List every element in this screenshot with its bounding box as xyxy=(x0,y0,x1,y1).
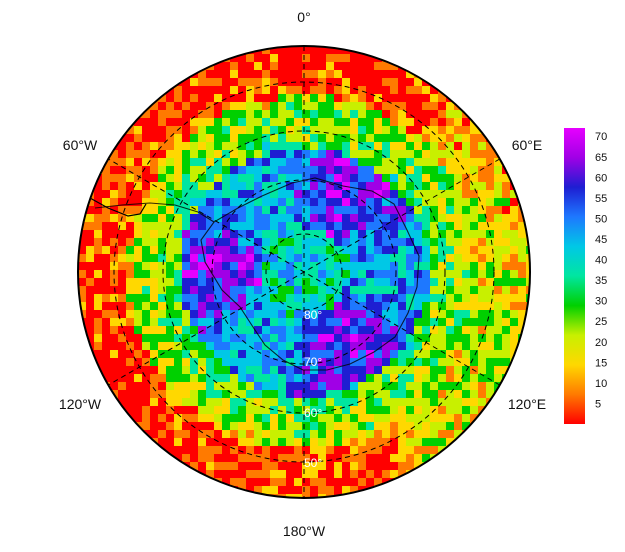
longitude-label-60e: 60°E xyxy=(512,137,543,153)
colorbar-tick-label: 60 xyxy=(595,172,607,184)
colorbar-tick-label: 55 xyxy=(595,193,607,205)
latitude-label-60: 60° xyxy=(304,406,322,420)
colorbar-tick-label: 30 xyxy=(595,296,607,308)
colorbar-tick-label: 50 xyxy=(595,213,607,225)
colorbar-tick-label: 40 xyxy=(595,255,607,267)
colorbar-tick-label: 10 xyxy=(595,378,607,390)
latitude-circle-80 xyxy=(265,233,343,311)
colorbar-tick-label: 25 xyxy=(595,316,607,328)
colorbar-tick-label: 65 xyxy=(595,152,607,164)
colorbar-ticks: 70 65 60 55 50 45 40 35 30 25 20 15 10 5 xyxy=(595,131,607,410)
latitude-label-70: 70° xyxy=(304,355,322,369)
latitude-label-80: 80° xyxy=(304,308,322,322)
longitude-label-0: 0° xyxy=(297,9,310,25)
colorbar-tick-label: 45 xyxy=(595,234,607,246)
latitude-circle-60 xyxy=(162,130,446,414)
longitude-label-120e: 120°E xyxy=(508,396,546,412)
colorbar-tick-label: 15 xyxy=(595,357,607,369)
colorbar-gradient xyxy=(564,128,585,424)
graticule xyxy=(108,46,500,498)
latitude-label-50: 50° xyxy=(304,456,322,470)
antarctica-coastline xyxy=(200,177,420,371)
longitude-label-120w: 120°W xyxy=(59,396,102,412)
meridian-120e-60w xyxy=(108,158,500,386)
colorbar: 70 65 60 55 50 45 40 35 30 25 20 15 10 5 xyxy=(564,128,607,424)
colorbar-tick-label: 5 xyxy=(595,398,601,410)
longitude-label-60w: 60°W xyxy=(63,137,98,153)
colorbar-tick-label: 35 xyxy=(595,275,607,287)
colorbar-tick-label: 70 xyxy=(595,131,607,143)
antarctic-peninsula-coastline xyxy=(94,202,215,223)
longitude-label-180w: 180°W xyxy=(283,523,326,539)
colorbar-tick-label: 20 xyxy=(595,337,607,349)
map-boundary xyxy=(77,45,531,499)
south-america-tip-coastline xyxy=(89,197,147,217)
